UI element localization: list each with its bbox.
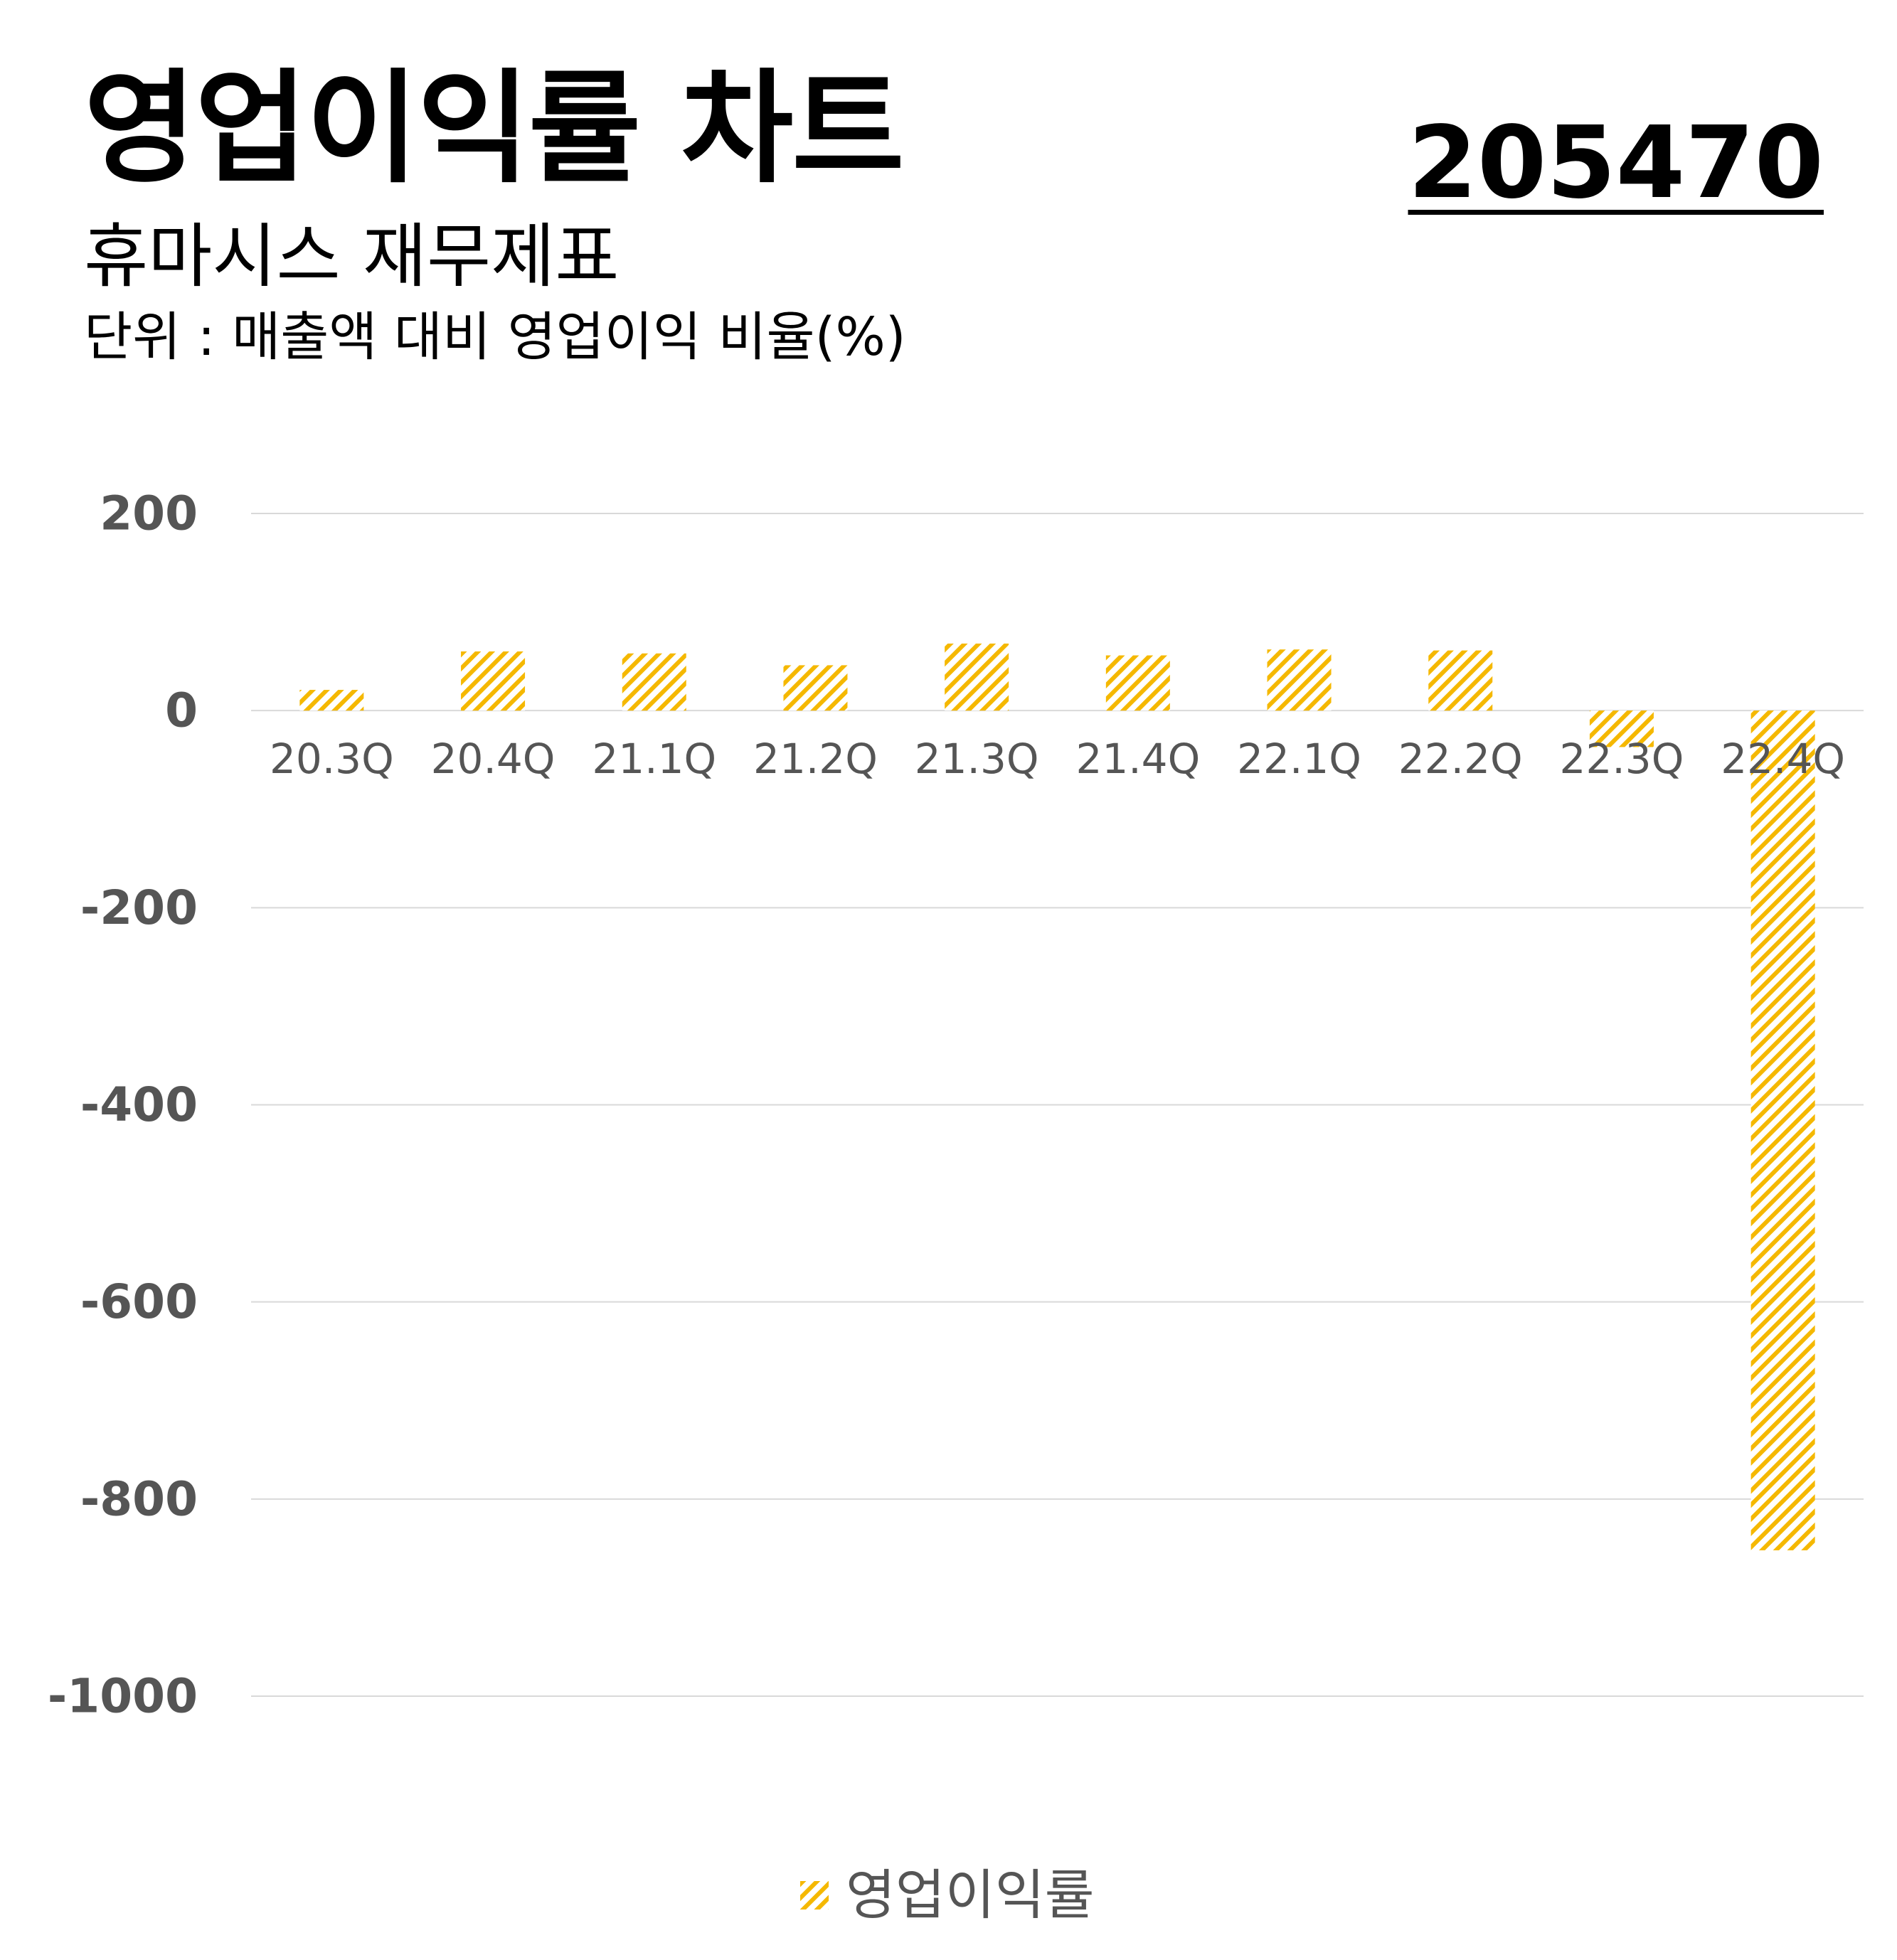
- y-tick-label: -400: [80, 1077, 198, 1132]
- x-tick-label: 20.3Q: [270, 735, 394, 783]
- bar: [461, 651, 526, 711]
- bar: [622, 653, 686, 711]
- bar: [1750, 710, 1815, 1550]
- x-tick-label: 21.2Q: [753, 735, 878, 783]
- x-tick-label: 22.3Q: [1560, 735, 1684, 783]
- x-tick-label: 21.1Q: [592, 735, 716, 783]
- x-tick-label: 21.3Q: [915, 735, 1039, 783]
- bar: [783, 665, 848, 711]
- y-tick-label: -800: [80, 1471, 198, 1526]
- bar: [1589, 710, 1654, 747]
- bar: [1105, 655, 1170, 711]
- stock-code: 205470: [1408, 105, 1824, 221]
- legend: 영업이익률: [800, 1860, 1095, 1931]
- x-tick-label: 22.1Q: [1237, 735, 1361, 783]
- bar: [945, 643, 1009, 711]
- y-tick-label: -200: [80, 880, 198, 935]
- x-tick-label: 22.4Q: [1721, 735, 1845, 783]
- chart-title: 영업이익률 차트: [84, 57, 905, 200]
- chart-subtitle: 휴마시스 재무제표: [84, 216, 620, 297]
- y-tick-label: 200: [100, 486, 198, 541]
- x-tick-label: 20.4Q: [431, 735, 556, 783]
- bar: [1428, 650, 1493, 711]
- x-tick-label: 21.4Q: [1075, 735, 1200, 783]
- x-tick-label: 22.2Q: [1398, 735, 1523, 783]
- y-tick-label: 0: [165, 683, 198, 738]
- legend-swatch: [800, 1881, 829, 1910]
- y-tick-label: -600: [80, 1274, 198, 1329]
- y-tick-label: -1000: [48, 1669, 198, 1724]
- bar: [1267, 649, 1332, 711]
- bar: [299, 690, 364, 711]
- legend-label: 영업이익률: [846, 1863, 1095, 1927]
- unit-label: 단위 : 매출액 대비 영업이익 비율(%): [84, 307, 906, 368]
